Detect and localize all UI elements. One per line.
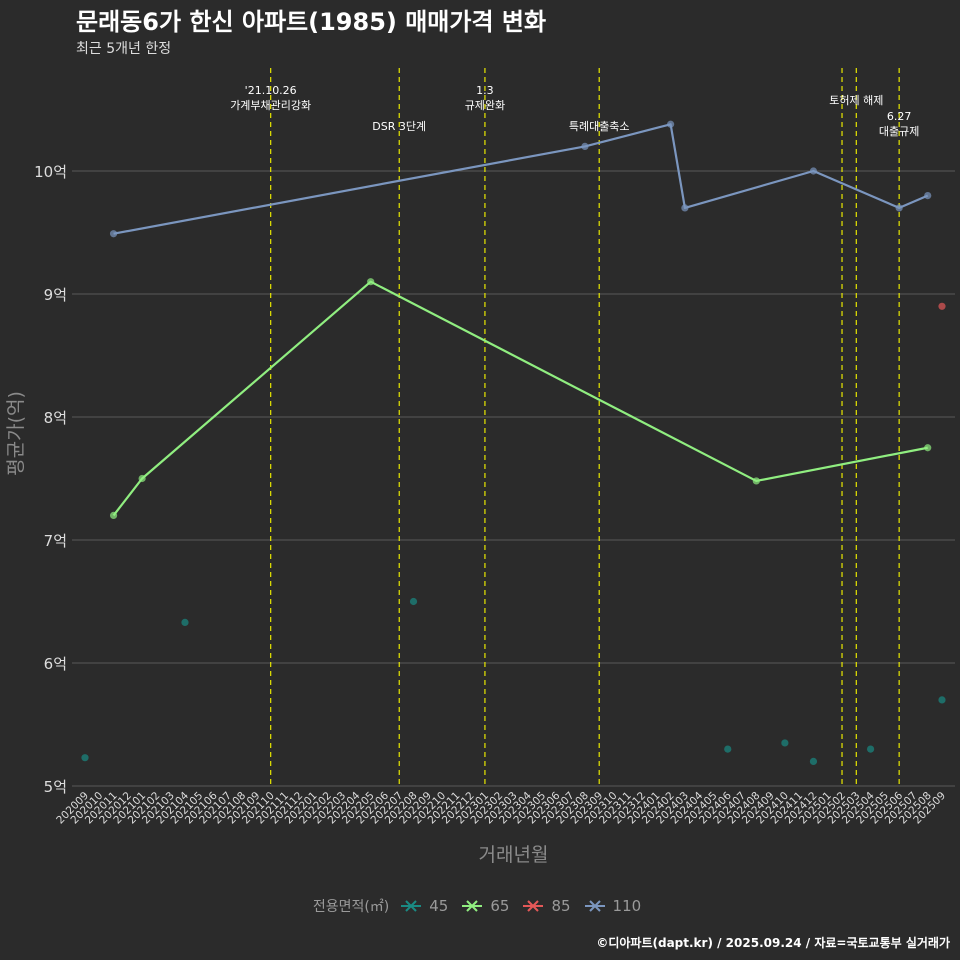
legend-item-85[interactable]: 85: [521, 896, 571, 916]
data-point-65: [924, 444, 932, 452]
event-annotation: DSR 3단계: [372, 120, 426, 133]
event-annotation: 규제완화: [465, 99, 505, 112]
legend-label-85: 85: [551, 897, 571, 915]
legend-key-110-icon: [584, 900, 605, 912]
event-annotation: 특례대출축소: [569, 120, 630, 133]
legend-label-65: 65: [490, 897, 510, 915]
data-point-110: [681, 204, 689, 212]
data-point-45: [809, 757, 818, 766]
legend-item-45[interactable]: 45: [399, 896, 448, 916]
y-axis-title: 평균가(억): [5, 391, 27, 476]
legend-item-110[interactable]: 110: [583, 896, 642, 916]
data-point-110: [667, 120, 675, 128]
data-point-45: [181, 618, 189, 627]
data-point-45: [781, 739, 789, 747]
data-point-65: [752, 477, 760, 485]
x-axis-title: 거래년월: [479, 844, 549, 866]
data-point-110: [109, 230, 118, 238]
legend-label-45: 45: [429, 897, 449, 915]
event-annotation: 토허제 해제: [829, 93, 883, 107]
series-line-110: [113, 123, 929, 235]
y-tick-label: 10억: [34, 163, 67, 181]
source-caption: ©디아파트(dapt.kr) / 2025.09.24 / 자료=국토교통부 실…: [596, 936, 950, 950]
data-point-65: [367, 278, 375, 286]
data-point-85: [938, 302, 946, 310]
chart-title: 문래동6가 한신 아파트(1985) 매매가격 변화: [76, 8, 547, 36]
legend-label-110: 110: [612, 897, 642, 915]
y-tick-label: 7억: [44, 532, 67, 550]
event-annotation: 가계부채관리강화: [230, 99, 311, 112]
event-annotation: 6.27: [887, 110, 912, 123]
y-tick-label: 6억: [44, 655, 67, 673]
y-tick-label: 8억: [44, 409, 67, 427]
data-point-45: [938, 696, 946, 704]
data-point-45: [724, 745, 732, 753]
data-point-65: [109, 511, 118, 519]
legend-title: 전용면적(㎡): [312, 899, 390, 915]
price-chart: 5억6억7억8억9억10억평균가(억)202009202010202011202…: [5, 68, 955, 866]
data-point-45: [409, 597, 418, 606]
data-point-110: [895, 204, 903, 212]
data-point-110: [809, 167, 818, 175]
chart-subtitle: 최근 5개년 한정: [76, 41, 172, 57]
y-tick-label: 5억: [44, 778, 67, 796]
series-line-65: [112, 280, 928, 517]
legend-key-85-icon: [523, 900, 544, 912]
data-point-65: [138, 474, 146, 483]
data-point-110: [581, 142, 589, 150]
legend-key-65-icon: [462, 900, 483, 912]
legend-item-65[interactable]: 65: [460, 896, 509, 916]
event-annotation: '21.10.26: [245, 84, 297, 97]
event-annotation: 1.3: [476, 84, 494, 97]
legend: 전용면적(㎡) 45 65 85 110: [0, 894, 960, 918]
y-tick-label: 9억: [44, 286, 67, 304]
legend-key-45-icon: [401, 900, 422, 912]
data-point-45: [866, 745, 875, 753]
event-annotation: 대출규제: [879, 125, 919, 138]
data-point-110: [924, 192, 932, 200]
data-point-45: [81, 754, 89, 762]
